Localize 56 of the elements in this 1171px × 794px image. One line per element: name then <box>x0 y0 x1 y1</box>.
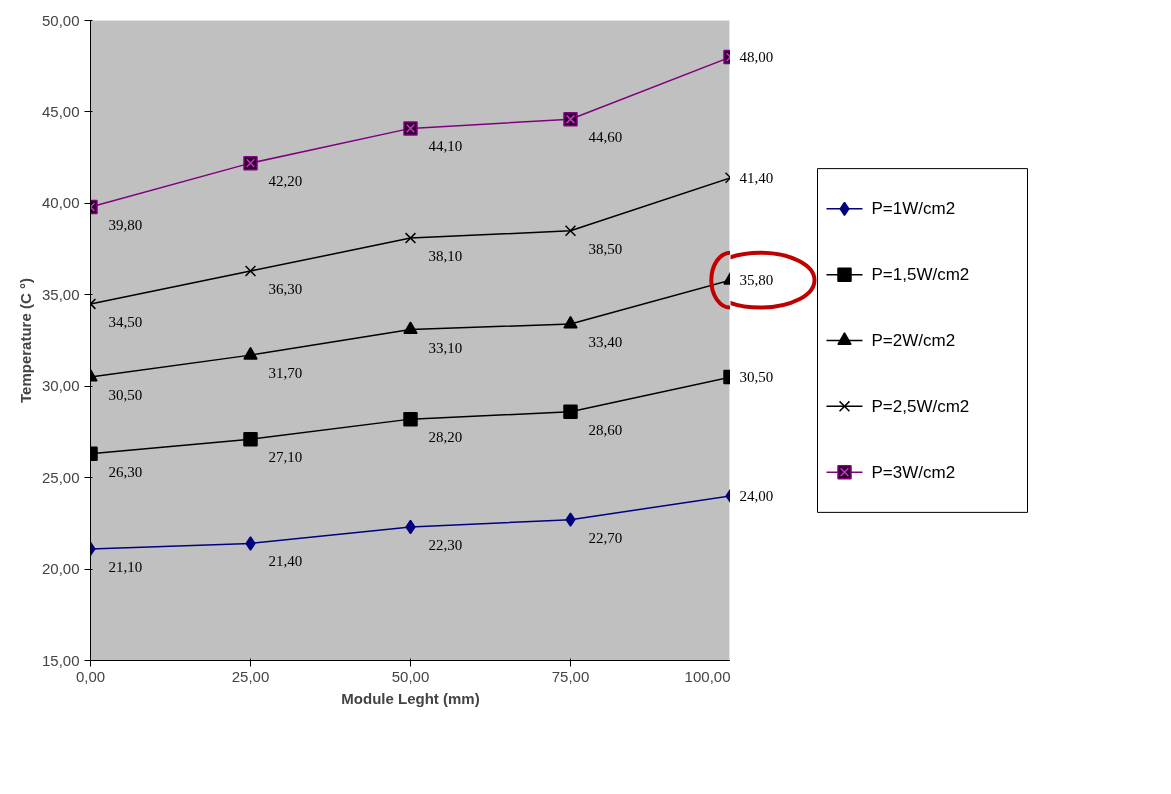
data-label: 36,30 <box>268 281 303 298</box>
data-label: 38,50 <box>588 240 623 257</box>
data-label: 22,70 <box>588 529 623 546</box>
point <box>563 315 578 329</box>
data-label: 39,80 <box>108 217 143 234</box>
x-tick-label: 0,00 <box>75 667 106 685</box>
x-tick-label: 50,00 <box>391 667 430 685</box>
y-tick-label: 15,00 <box>41 651 80 669</box>
data-label: 30,50 <box>739 369 774 386</box>
point <box>564 225 577 237</box>
y-tick-label: 40,00 <box>41 194 80 212</box>
point <box>245 536 256 551</box>
data-label: 33,10 <box>428 339 463 356</box>
data-label: 44,10 <box>428 138 463 155</box>
legend-label: P=2W/cm2 <box>871 331 956 350</box>
data-label: 33,40 <box>588 334 623 351</box>
data-label: 38,10 <box>428 248 463 265</box>
y-tick-label: 50,00 <box>41 11 80 29</box>
y-axis-title: Temperature (C °) <box>16 278 34 403</box>
data-label: 28,60 <box>588 421 623 438</box>
x-axis-title: Module Leght (mm) <box>341 689 480 707</box>
data-label: 34,50 <box>108 313 143 330</box>
data-label: 44,60 <box>588 129 623 146</box>
x-tick-label: 75,00 <box>551 667 590 685</box>
x-tick-label: 25,00 <box>231 667 270 685</box>
x-tick-label: 100,00 <box>684 667 731 685</box>
data-label: 42,20 <box>268 173 303 190</box>
point <box>563 404 578 420</box>
y-tick-label: 20,00 <box>41 560 80 578</box>
data-label: 26,30 <box>108 463 143 480</box>
data-label: 22,30 <box>428 537 463 554</box>
data-label: 41,40 <box>739 169 774 186</box>
data-label: 21,10 <box>108 558 143 575</box>
data-label: 28,20 <box>428 429 463 446</box>
point <box>565 512 576 527</box>
y-tick-label: 35,00 <box>41 285 80 303</box>
y-tick-label: 30,00 <box>41 377 80 395</box>
point <box>243 431 258 447</box>
legend-label: P=1W/cm2 <box>871 199 956 219</box>
data-label: 30,50 <box>108 387 143 404</box>
point <box>244 265 257 277</box>
y-tick-label: 25,00 <box>41 468 80 486</box>
legend-label: P=1,5W/cm2 <box>871 265 970 285</box>
data-label: 35,80 <box>739 272 774 289</box>
data-label: 27,10 <box>268 449 303 466</box>
y-tick-label: 45,00 <box>41 102 80 120</box>
legend-label: P=2,5W/cm2 <box>871 396 970 416</box>
point <box>403 411 418 427</box>
data-label: 48,00 <box>739 49 774 66</box>
data-label: 31,70 <box>268 365 303 382</box>
point <box>243 346 258 360</box>
data-label: 24,00 <box>739 487 774 504</box>
point <box>403 321 418 335</box>
point <box>404 232 417 244</box>
data-label: 21,40 <box>268 553 303 570</box>
legend-label: P=3W/cm2 <box>871 462 956 482</box>
